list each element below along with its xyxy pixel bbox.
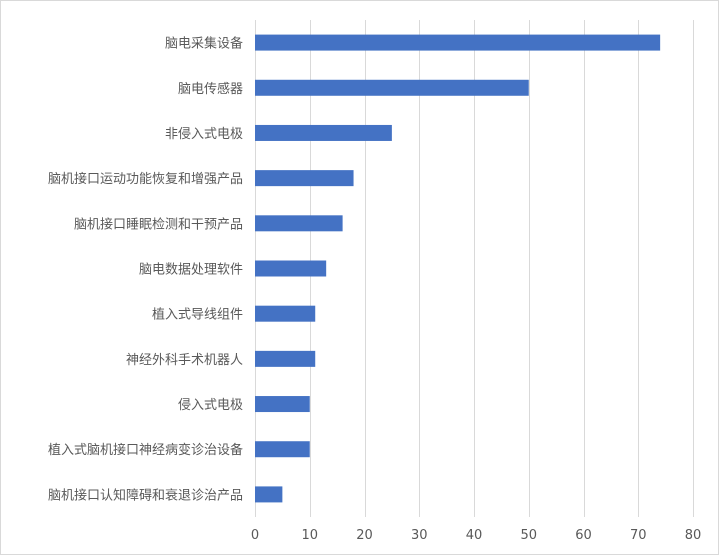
bar [255,396,310,413]
bar [255,305,316,322]
category-label: 植入式脑机接口神经病变诊治设备 [48,442,243,458]
x-tick-label: 70 [630,528,647,543]
bar [255,441,310,458]
category-label: 神经外科手术机器人 [126,353,243,368]
grid-lines [255,20,694,517]
bar [255,170,354,187]
bar [255,260,327,277]
x-tick-label: 30 [411,528,428,543]
x-tick-label: 60 [575,528,592,543]
category-label: 脑电数据处理软件 [139,263,243,278]
bars [255,34,661,503]
bar [255,486,283,503]
category-label: 侵入式电极 [178,397,243,413]
x-tick-label: 40 [466,528,483,543]
category-label: 脑机接口运动功能恢复和增强产品 [48,171,243,187]
category-labels: 脑电采集设备脑电传感器非侵入式电极脑机接口运动功能恢复和增强产品脑机接口睡眠检测… [48,36,243,504]
category-label: 脑机接口睡眠检测和干预产品 [74,216,243,232]
x-tick-label: 80 [685,528,702,543]
bar [255,79,529,96]
x-tick-labels: 0 10 20 30 40 50 60 70 80 [251,528,701,543]
x-tick-label: 0 [251,528,259,543]
bar [255,34,661,51]
category-label: 脑机接口认知障碍和衰退诊治产品 [48,487,243,503]
x-tick-label: 50 [520,528,537,543]
x-tick-label: 10 [301,528,318,543]
bar [255,350,316,367]
x-tick-label: 20 [356,528,373,543]
bar [255,215,343,232]
category-label: 植入式导线组件 [152,308,243,323]
category-label: 非侵入式电极 [165,126,243,142]
category-label: 脑电传感器 [178,81,243,97]
category-label: 脑电采集设备 [165,36,243,52]
bar [255,124,392,141]
